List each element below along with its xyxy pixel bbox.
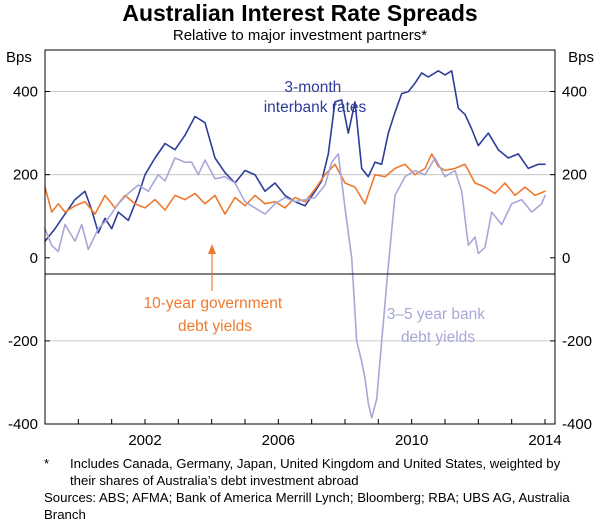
y-tick-label-right: 400 xyxy=(562,84,587,101)
axis-ticks xyxy=(44,91,555,425)
y-tick-label-right: 0 xyxy=(562,250,570,267)
plot-frame xyxy=(44,49,556,425)
annotation-interbank-line-1: 3-month xyxy=(284,79,341,96)
y-tick-label-right: -400 xyxy=(562,416,592,433)
annotation-government-line-1: 10-year government xyxy=(143,295,282,312)
annotation-interbank: 3-month interbank rates xyxy=(264,79,367,116)
series-line-1 xyxy=(44,153,546,215)
y-tick-label-left: 0 xyxy=(30,250,38,267)
y-tick-label-right: -200 xyxy=(562,333,592,350)
y-tick-label-left: -400 xyxy=(8,416,38,433)
x-tick-label: 2002 xyxy=(128,432,161,449)
y-axis-unit-right: Bps xyxy=(568,49,594,66)
annotation-interbank-line-2: interbank rates xyxy=(264,99,367,116)
x-tick-label: 2010 xyxy=(395,432,428,449)
series-line-0 xyxy=(44,70,546,242)
chart-title: Australian Interest Rate Spreads xyxy=(122,0,478,26)
annotation-government-line-2: debt yields xyxy=(178,318,252,335)
y-tick-label-left: 400 xyxy=(13,84,38,101)
footnote-text: Includes Canada, Germany, Japan, United … xyxy=(70,456,561,488)
chart-subtitle: Relative to major investment partners* xyxy=(172,27,428,44)
annotation-bank-debt-line-2: debt yields xyxy=(401,329,475,346)
series-line-2 xyxy=(44,153,546,419)
series-lines xyxy=(44,70,546,419)
annotation-bank-debt-line-1: 3–5 year bank xyxy=(387,306,485,323)
sources-note: Sources: ABS; AFMA; Bank of America Merr… xyxy=(44,490,570,522)
y-tick-label-left: -200 xyxy=(8,333,38,350)
gridlines xyxy=(45,91,555,425)
y-tick-label-right: 200 xyxy=(562,167,587,184)
x-tick-label: 2014 xyxy=(528,432,561,449)
x-tick-label: 2006 xyxy=(262,432,295,449)
annotation-arrow xyxy=(208,244,216,291)
footnote: * Includes Canada, Germany, Japan, United… xyxy=(44,456,584,489)
annotation-government: 10-year government debt yields xyxy=(143,295,286,335)
footnote-mark: * xyxy=(44,456,50,471)
y-axis-unit-left: Bps xyxy=(6,49,32,66)
y-tick-label-left: 200 xyxy=(13,167,38,184)
annotation-bank-debt: 3–5 year bank debt yields xyxy=(387,306,490,346)
